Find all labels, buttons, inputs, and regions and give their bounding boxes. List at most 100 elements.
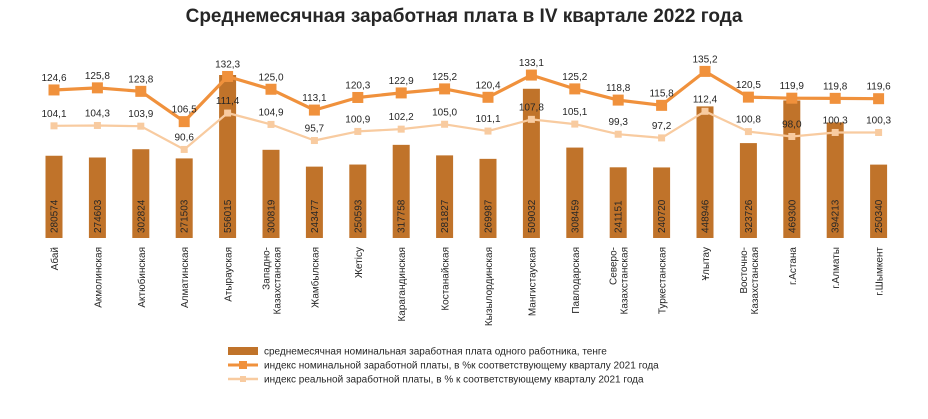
nominal-index-label: 135,2 (692, 54, 717, 65)
legend-entry-label: индекс реальной заработной платы, в % к … (264, 374, 644, 386)
nominal-index-marker (265, 83, 277, 95)
real-index-label: 104,9 (258, 107, 283, 118)
bar (783, 100, 801, 238)
bar (132, 149, 150, 238)
bar (696, 106, 714, 238)
real-index-marker (701, 107, 709, 115)
category-label: Северо- (609, 247, 620, 285)
category-label: Мангистауская (527, 247, 538, 316)
nominal-index-marker (829, 92, 841, 104)
category-label: г.Астана (788, 247, 799, 285)
real-index-marker (527, 115, 535, 123)
line-series (48, 65, 885, 153)
nominal-index-marker (612, 94, 624, 106)
category-label: Западно- (262, 247, 273, 290)
real-index-label: 100,8 (736, 115, 761, 126)
category-label: Жамбылская (309, 247, 321, 308)
nominal-index-marker (525, 69, 537, 81)
data-labels: 104,1 104,3 103,9 90,6 111,4 104,9 95,7 100,9 10… (41, 54, 891, 143)
real-index-marker (484, 127, 492, 135)
bar-value-label: 240720 (657, 199, 668, 233)
bar-value-label: 271503 (180, 199, 191, 233)
real-index-marker (614, 130, 622, 138)
bar-value-label: 509032 (527, 199, 538, 233)
nominal-index-marker (308, 104, 320, 116)
bar (436, 155, 454, 238)
bar (653, 167, 671, 238)
bar (522, 88, 540, 238)
real-index-marker (875, 128, 883, 136)
real-index-marker (224, 109, 232, 117)
nominal-index-marker (699, 65, 711, 77)
real-index-marker (788, 133, 796, 140)
nominal-index-marker (91, 82, 103, 94)
bar (566, 147, 584, 238)
category-label: Ұлытау (701, 247, 712, 281)
nominal-index-marker (742, 91, 754, 103)
real-index-marker (658, 134, 666, 142)
nominal-index-label: 118,8 (606, 83, 631, 94)
bar-value-label: 556015 (223, 199, 234, 233)
nominal-index-label: 133,1 (519, 58, 544, 69)
chart-title: Среднемесячная заработная плата в IV ква… (185, 6, 743, 27)
real-index-label: 104,3 (85, 108, 110, 119)
bar-value-label: 394213 (831, 199, 842, 233)
bar (870, 164, 888, 238)
category-labels: Абай Акмолинская Актюбинская Алматинская Аты… (49, 247, 886, 327)
category-label: г.Шымкент (875, 247, 886, 296)
real-index-label: 111,4 (216, 96, 240, 107)
real-index-label: 102,2 (389, 112, 414, 123)
real-index-marker (397, 125, 405, 133)
nominal-index-label: 123,8 (128, 74, 153, 85)
real-index-marker (180, 145, 188, 153)
bar (175, 158, 193, 238)
category-label: Актюбинская (136, 247, 148, 308)
bar (392, 144, 410, 238)
nominal-index-label: 120,4 (475, 80, 500, 91)
nominal-index-marker (873, 93, 885, 105)
category-label: Казахстанская (273, 247, 284, 314)
nominal-index-marker (135, 85, 147, 97)
bar-value-label: 250593 (353, 199, 364, 233)
real-index-line (53, 110, 879, 151)
real-index-marker (93, 121, 101, 129)
nominal-index-marker (656, 99, 668, 111)
real-index-label: 98,0 (782, 120, 802, 131)
legend-swatch-real-marker (240, 376, 246, 382)
real-index-marker (744, 128, 752, 136)
category-label: Жетісу (354, 247, 365, 278)
nominal-index-marker (395, 87, 407, 99)
real-index-label: 107,8 (519, 102, 544, 113)
nominal-index-marker (482, 91, 494, 103)
bar (88, 157, 106, 238)
nominal-index-label: 124,6 (41, 73, 66, 84)
category-label: Акмолинская (93, 247, 104, 308)
real-index-label: 105,0 (432, 107, 457, 118)
category-label: Кызылординская (484, 247, 495, 326)
nominal-index-label: 125,2 (432, 72, 457, 83)
real-index-label: 97,2 (652, 121, 672, 132)
real-index-label: 101,1 (475, 114, 500, 125)
bar-series: 280574 274603 302824 271503 556015 300819 2434… (45, 75, 888, 238)
bar-value-label: 274603 (93, 199, 104, 233)
real-index-marker (354, 127, 362, 135)
bar-value-label: 317758 (397, 199, 408, 233)
category-label: Восточно- (739, 247, 750, 294)
category-label: Казахстанская (750, 247, 761, 314)
bar-value-label: 269987 (484, 199, 495, 233)
nominal-index-marker (178, 116, 190, 128)
bar-value-label: 300819 (267, 199, 278, 233)
legend-entry-label: среднемесячная номинальная заработная пл… (264, 346, 607, 358)
category-label: Павлодарская (571, 247, 582, 314)
nominal-index-marker (439, 83, 451, 95)
real-index-label: 100,3 (823, 115, 848, 126)
bar-value-label: 302824 (136, 199, 147, 233)
real-index-label: 103,9 (128, 109, 153, 120)
legend: среднемесячная номинальная заработная пл… (228, 346, 659, 386)
nominal-index-marker (48, 84, 60, 96)
bar-value-label: 469300 (787, 199, 798, 233)
real-index-label: 104,1 (41, 109, 66, 120)
real-index-label: 99,3 (608, 117, 628, 128)
